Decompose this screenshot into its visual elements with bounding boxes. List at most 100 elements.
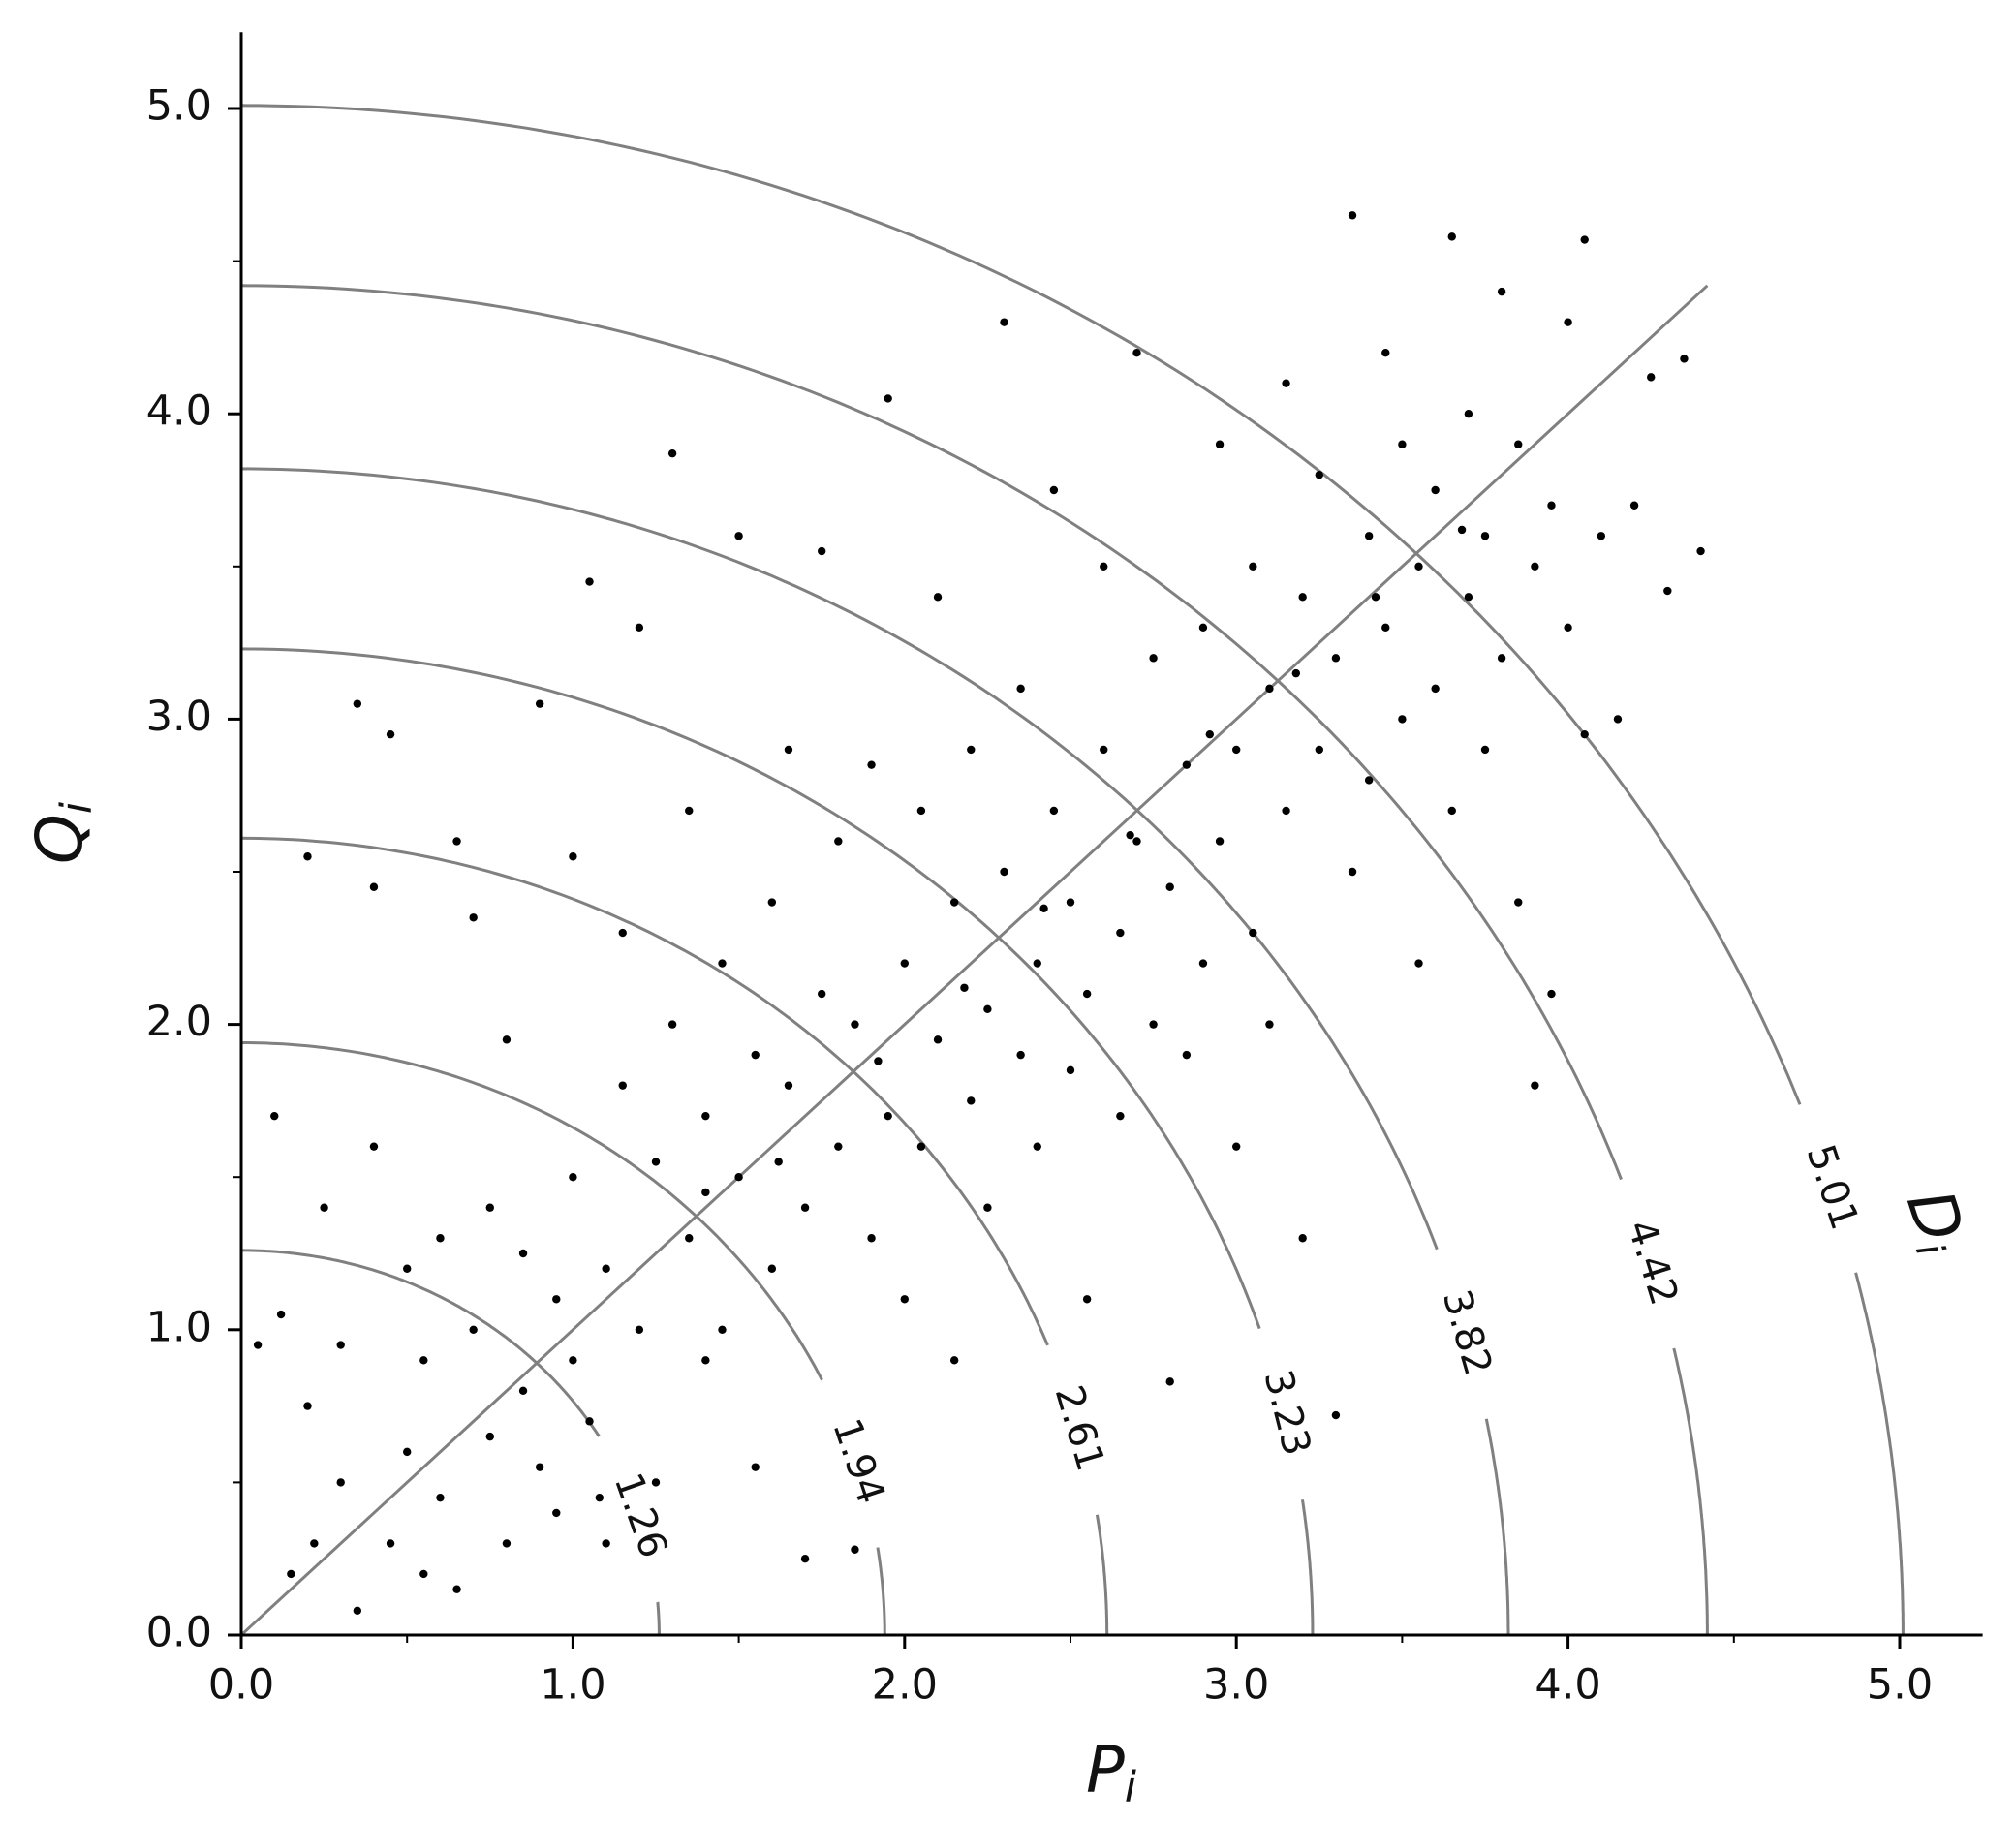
- data-point: [1082, 1295, 1092, 1304]
- data-point: [1033, 959, 1041, 968]
- data-point: [635, 1325, 644, 1335]
- contour-label: 2.61: [1046, 1380, 1113, 1475]
- data-point: [1298, 1234, 1307, 1243]
- data-point: [1514, 440, 1523, 448]
- y-axis-title: Qi: [22, 801, 101, 864]
- data-point: [1331, 1410, 1341, 1420]
- data-point: [884, 1111, 892, 1121]
- data-point: [569, 1356, 577, 1365]
- data-point: [734, 532, 743, 540]
- data-point: [900, 1295, 909, 1304]
- data-point: [253, 1341, 263, 1349]
- data-point: [287, 1569, 295, 1579]
- data-point: [1249, 562, 1257, 571]
- data-point: [701, 1111, 710, 1121]
- data-point: [1182, 760, 1192, 769]
- data-point: [518, 1249, 528, 1258]
- data-point: [1547, 501, 1556, 510]
- data-point: [667, 1020, 677, 1029]
- contour-label: 4.42: [1618, 1215, 1686, 1311]
- data-point: [602, 1539, 610, 1548]
- data-point: [1315, 471, 1324, 479]
- data-point: [1348, 211, 1357, 220]
- data-point: [651, 1158, 661, 1166]
- contour-arc: [240, 836, 1049, 1346]
- data-point: [867, 760, 876, 769]
- data-point: [1000, 867, 1008, 877]
- data-point: [701, 1356, 710, 1365]
- data-point: [1381, 623, 1390, 633]
- data-point: [1126, 830, 1134, 840]
- contour-arc: [240, 647, 1261, 1330]
- contour-title-main: D: [1892, 1181, 1978, 1251]
- data-point: [403, 1447, 412, 1457]
- data-point: [1431, 684, 1440, 694]
- data-point: [518, 1386, 528, 1396]
- data-point: [1049, 485, 1059, 495]
- data-point: [1282, 806, 1290, 816]
- data-point: [1497, 654, 1506, 663]
- data-point: [983, 1004, 992, 1014]
- data-point: [1198, 623, 1208, 633]
- data-point: [1331, 654, 1341, 663]
- data-point: [276, 1310, 286, 1319]
- data-point: [933, 593, 943, 602]
- data-point: [818, 989, 826, 999]
- contour-arc: [240, 467, 1439, 1251]
- data-point: [595, 1493, 604, 1502]
- x-tick-label: 0.0: [208, 1661, 274, 1710]
- data-point: [1315, 745, 1324, 755]
- data-point: [1414, 959, 1423, 968]
- data-point: [834, 1142, 843, 1151]
- data-point: [1100, 562, 1108, 571]
- data-point: [1564, 623, 1572, 633]
- data-point: [1464, 593, 1473, 602]
- x-tick-label: 4.0: [1535, 1661, 1600, 1710]
- data-point: [270, 1111, 279, 1121]
- data-point: [635, 623, 644, 633]
- contour-label: 3.23: [1255, 1366, 1318, 1461]
- data-point: [469, 913, 478, 922]
- contour-label: 1.94: [823, 1413, 893, 1509]
- data-point: [336, 1478, 345, 1487]
- data-point: [900, 959, 909, 968]
- data-point: [851, 1020, 859, 1029]
- data-point: [1100, 745, 1108, 755]
- data-point: [436, 1493, 445, 1502]
- data-point: [552, 1295, 561, 1304]
- data-point: [1265, 684, 1274, 694]
- data-point: [1116, 928, 1125, 938]
- data-point: [1580, 235, 1589, 244]
- data-point: [1447, 232, 1456, 241]
- y-tick-label: 5.0: [146, 82, 212, 131]
- data-point: [1564, 318, 1572, 326]
- data-point: [369, 1142, 379, 1151]
- data-point: [1298, 593, 1307, 602]
- data-point: [618, 1081, 627, 1090]
- data-point: [1531, 1081, 1539, 1090]
- data-point: [834, 837, 843, 846]
- data-point: [867, 1234, 876, 1243]
- data-point: [1205, 729, 1215, 739]
- x-tick-label: 5.0: [1867, 1661, 1933, 1710]
- y-axis-title-main: Q: [22, 814, 97, 864]
- data-point: [800, 1203, 810, 1212]
- contour-arc: [1854, 1272, 1905, 1635]
- y-tick-label: 2.0: [146, 998, 212, 1046]
- data-point: [701, 1188, 710, 1197]
- data-point: [1132, 348, 1141, 357]
- data-point: [751, 1050, 760, 1060]
- data-point: [1371, 593, 1380, 602]
- data-point: [485, 1203, 494, 1212]
- contour-arc: [656, 1601, 661, 1635]
- point-layer: [253, 211, 1705, 1615]
- data-point: [1149, 1020, 1158, 1029]
- x-axis-title-sub: i: [1125, 1762, 1137, 1811]
- data-point: [469, 1325, 478, 1335]
- data-point: [386, 1539, 395, 1548]
- data-point: [353, 1606, 362, 1615]
- data-point: [1049, 806, 1059, 816]
- data-point: [1364, 532, 1374, 540]
